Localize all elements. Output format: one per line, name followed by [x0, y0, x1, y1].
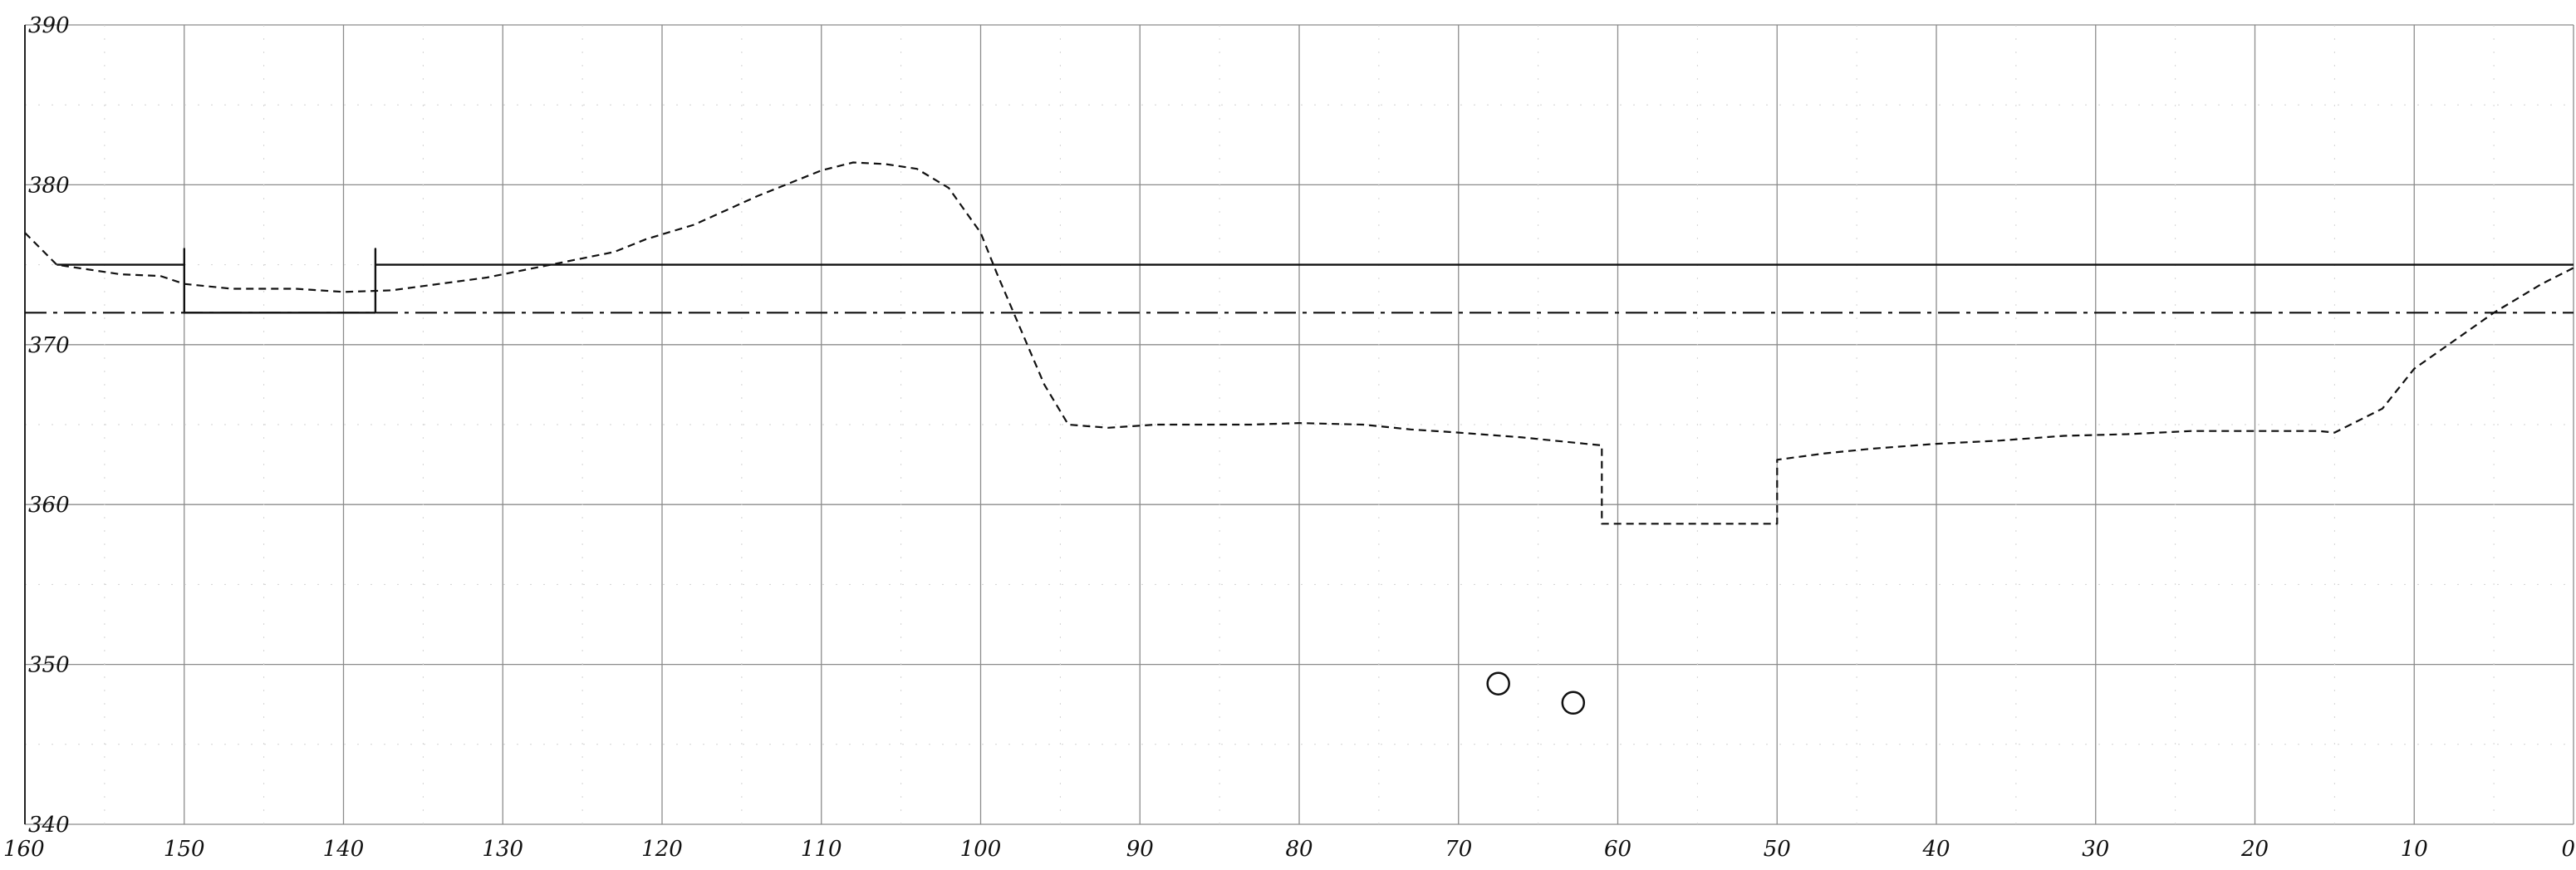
x-tick-label: 30: [2082, 837, 2109, 862]
x-tick-label: 50: [1764, 837, 1791, 862]
x-tick-label: 120: [641, 837, 683, 862]
series: [24, 161, 2574, 715]
x-tick-label: 140: [323, 837, 365, 862]
x-tick-label: 10: [2401, 837, 2428, 862]
circle-marker: [1486, 671, 1510, 696]
x-tick-label: 110: [801, 837, 842, 862]
y-tick-label: 380: [28, 173, 70, 198]
x-tick-label: 40: [1921, 837, 1950, 862]
x-tick-label: 60: [1604, 837, 1631, 862]
y-axis-ticks: 340 350 360 370 380 390: [28, 13, 70, 838]
x-tick-label: 90: [1126, 837, 1154, 862]
x-tick-label: 20: [2240, 837, 2269, 862]
x-axis-ticks: 160 150 140 130 120 110 100 90 80 70 60 50 40 30 20 10 0: [3, 837, 2575, 862]
x-tick-label: 150: [164, 837, 205, 862]
y-tick-label: 370: [28, 333, 70, 358]
solid-line-series: [56, 248, 2574, 314]
y-tick-label: 360: [28, 493, 70, 518]
x-tick-label: 0: [2561, 837, 2575, 862]
y-tick-label: 340: [28, 813, 70, 838]
x-tick-label: 70: [1445, 837, 1472, 862]
dashed-profile-series: [24, 161, 2574, 525]
x-tick-label: 80: [1285, 837, 1313, 862]
x-tick-label: 130: [482, 837, 523, 862]
y-tick-label: 390: [28, 13, 70, 38]
circle-marker: [1561, 691, 1586, 715]
y-tick-label: 350: [28, 653, 70, 678]
x-tick-label: 160: [3, 837, 45, 862]
grid: [24, 24, 2574, 825]
x-tick-label: 100: [960, 837, 1002, 862]
